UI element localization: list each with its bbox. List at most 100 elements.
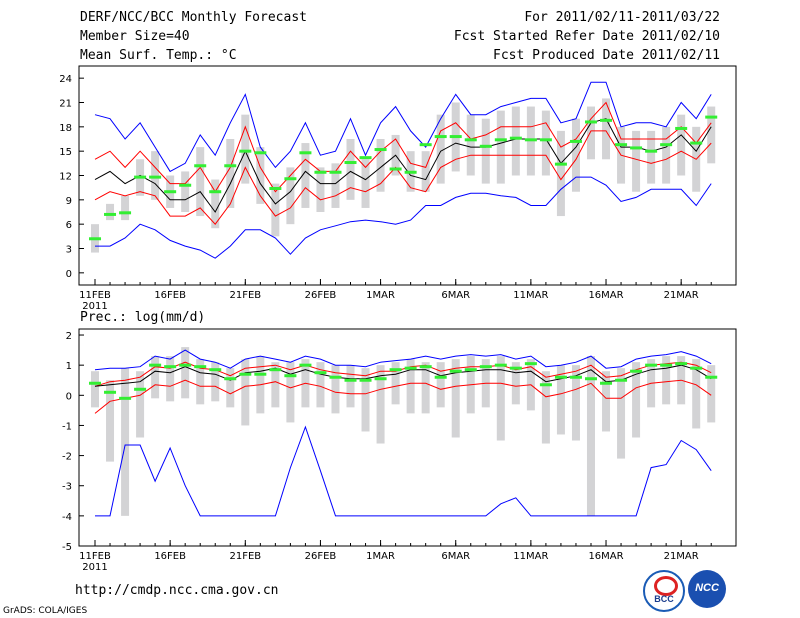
panel2-spread-box: [406, 359, 415, 414]
panel2-x-tick-label: 21FEB: [229, 551, 261, 562]
panel2-median-mark: [660, 363, 673, 367]
panel2-median-mark: [104, 390, 117, 394]
panel2-spread-box: [166, 356, 175, 402]
panel1-y-tick-label: 24: [59, 74, 72, 85]
panel2-x-tick-label: 11MAR: [513, 551, 548, 562]
panel1-spread-box: [151, 151, 160, 200]
panel2-median-mark: [494, 363, 507, 367]
panel2-y-tick-label: -3: [62, 482, 72, 493]
panel1-spread-box: [121, 195, 130, 221]
panel2-spread-box: [662, 356, 671, 405]
panel1-median-mark: [449, 135, 462, 139]
panel2-median-mark: [194, 365, 207, 369]
panel1-y-tick-label: 3: [66, 245, 72, 256]
panel2-spread-box: [241, 359, 250, 426]
panel1-spread-box: [496, 110, 505, 184]
panel2-median-mark: [419, 365, 432, 369]
panel2-spread-box: [541, 371, 550, 444]
panel1-spread-box: [211, 179, 220, 229]
panel1-median-mark: [630, 146, 643, 150]
panel1-x-tick-label: 21MAR: [664, 290, 699, 301]
panel2-median-mark: [239, 372, 252, 376]
panel1-median-mark: [209, 190, 222, 194]
panel1-spread-box: [602, 98, 611, 160]
panel2-median-mark: [149, 363, 162, 367]
panel1-p75-line: [94, 101, 712, 193]
bcc-logo: BCC: [643, 570, 685, 612]
panel2-y-tick-label: 1: [66, 361, 72, 372]
panel2-spread-box: [496, 356, 505, 441]
panel2-median-mark: [224, 377, 237, 381]
panel2-median-mark: [675, 362, 688, 366]
panel1-spread-box: [301, 143, 310, 208]
ncc-logo: NCC: [688, 570, 726, 608]
panel2-median-mark: [284, 374, 297, 378]
panel2-spread-box: [556, 365, 565, 435]
panel1-mean-line: [94, 118, 712, 213]
panel1-median-mark: [509, 136, 522, 140]
panel1-spread-box: [256, 147, 265, 204]
panel1-x-tick-label: 21FEB: [229, 290, 261, 301]
panel2-plot-frame: [78, 328, 737, 547]
panel1-median-mark: [284, 177, 297, 181]
panel1-p25-line: [94, 130, 712, 225]
panel1-spread-box: [586, 106, 595, 160]
panel2-median-mark: [299, 363, 312, 367]
panel1-y-tick-label: 15: [59, 147, 72, 158]
panel1-median-mark: [645, 149, 658, 153]
panel1-spread-box: [677, 114, 686, 176]
panel2-spread-box: [421, 362, 430, 414]
panel1-median-mark: [239, 149, 252, 153]
forecast-produced-date: Fcst Produced Date 2011/02/11: [493, 48, 720, 63]
panel1-median-mark: [660, 143, 673, 147]
panel1-median-mark: [690, 141, 703, 145]
panel2-spread-box: [331, 365, 340, 414]
panel1-spread-box: [346, 139, 355, 200]
panel1-x-tick-label: 11MAR: [513, 290, 548, 301]
panel1-y-tick-label: 6: [66, 220, 72, 231]
panel1-median-mark: [299, 151, 312, 155]
member-size: Member Size=40: [80, 29, 190, 44]
panel2-x-tick-label: 6MAR: [441, 551, 470, 562]
panel2-median-mark: [179, 363, 192, 367]
panel2-x-tick-label: 1MAR: [366, 551, 395, 562]
panel1-spread-box: [376, 139, 385, 192]
panel2-median-mark: [615, 378, 628, 382]
panel1-median-mark: [314, 170, 327, 174]
panel1-median-mark: [494, 138, 507, 142]
panel2-x-tick-label: 21MAR: [664, 551, 699, 562]
panel1-median-mark: [374, 148, 387, 152]
panel1-median-mark: [479, 144, 492, 148]
panel2-median-mark: [269, 368, 282, 372]
panel1-median-mark: [464, 138, 477, 142]
panel1-spread-box: [106, 203, 115, 221]
panel1-spread-box: [466, 114, 475, 176]
panel2-y-tick-label: -2: [62, 452, 72, 463]
panel2-spread-box: [106, 380, 115, 462]
panel2-y-tick-label: -5: [62, 542, 72, 553]
panel2-median-mark: [359, 378, 372, 382]
panel1-median-mark: [404, 170, 417, 174]
panel1-y-tick-label: 21: [59, 99, 72, 110]
grads-credit: GrADS: COLA/IGES: [3, 606, 88, 616]
panel2-median-mark: [509, 366, 522, 370]
panel2-y-tick-label: -4: [62, 512, 72, 523]
panel1-spread-box: [556, 130, 565, 217]
panel2-median-mark: [164, 365, 177, 369]
panel2-spread-box: [316, 362, 325, 408]
panel1-median-mark: [554, 162, 567, 166]
panel2-median-mark: [645, 363, 658, 367]
panel1-median-mark: [269, 186, 282, 190]
panel1-spread-box: [226, 139, 235, 208]
panel1-median-mark: [539, 138, 552, 142]
panel1-median-mark: [194, 164, 207, 168]
panel1-spread-box: [271, 183, 280, 237]
panel1-spread-box: [331, 163, 340, 208]
panel2-spread-box: [586, 356, 595, 516]
panel1-x-tick-year: 2011: [82, 301, 107, 312]
panel1-x-tick-label: 6MAR: [441, 290, 470, 301]
panel2-spread-box: [136, 371, 145, 438]
panel1-median-mark: [134, 175, 147, 179]
panel1-spread-box: [571, 118, 580, 192]
footer-url[interactable]: http://cmdp.ncc.cma.gov.cn: [75, 583, 279, 598]
